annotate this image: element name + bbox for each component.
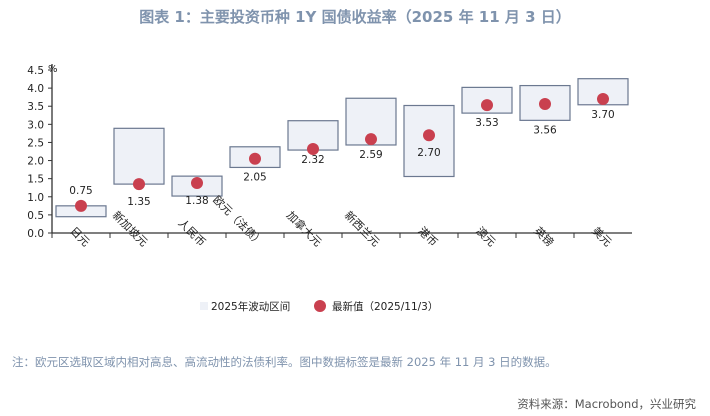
latest-point [539, 98, 551, 111]
data-label: 1.38 [185, 195, 208, 207]
latest-point [597, 92, 609, 105]
data-label: 3.56 [533, 124, 557, 136]
x-tick-label: 日元 [67, 224, 92, 249]
latest-point [307, 142, 319, 155]
data-label: 2.70 [417, 147, 440, 159]
data-label: 2.59 [359, 149, 382, 161]
latest-point [365, 133, 377, 146]
chart-source: 资料来源：Macrobond，兴业研究 [517, 397, 696, 411]
x-tick-label: 新加坡元 [110, 208, 151, 249]
latest-point [75, 199, 87, 212]
legend-range-label: 2025年波动区间 [211, 300, 290, 313]
chart-note: 注：欧元区选取区域内相对高息、高流动性的法债利率。图中数据标签是最新 2025 … [12, 355, 557, 369]
legend-range-swatch [200, 302, 208, 310]
y-tick-label: 0.0 [27, 228, 44, 240]
range-bar [113, 127, 165, 185]
legend-latest-swatch [314, 300, 326, 312]
chart-title: 图表 1：主要投资币种 1Y 国债收益率（2025 年 11 月 3 日） [139, 8, 571, 26]
data-label: 3.70 [591, 109, 614, 121]
x-tick-label: 港币 [415, 224, 440, 249]
latest-point [481, 99, 493, 112]
x-tick-label: 澳元 [473, 224, 498, 249]
latest-point [133, 178, 145, 191]
y-tick-label: 2.0 [27, 156, 44, 168]
latest-point [191, 177, 203, 190]
y-tick-label: 3.0 [27, 119, 44, 131]
data-label: 2.32 [301, 154, 324, 166]
x-tick-label: 美元 [589, 224, 614, 249]
latest-point [423, 129, 435, 142]
x-tick-label: 加拿大元 [284, 208, 325, 249]
y-tick-label: 1.5 [27, 174, 44, 186]
data-label: 3.53 [475, 117, 498, 129]
y-tick-label: 4.0 [27, 83, 44, 95]
y-tick-label: 0.5 [27, 210, 44, 222]
x-tick-label: 英镑 [531, 224, 556, 249]
y-tick-label: 3.5 [27, 101, 44, 113]
y-tick-label: 1.0 [27, 192, 44, 204]
latest-point [249, 152, 261, 165]
data-label: 1.35 [127, 196, 150, 208]
chart: % 0.0 0.5 1.0 1.5 2.0 2.5 3.0 3.5 4.0 4.5 日元 0.75 新加坡… [27, 64, 632, 313]
y-tick-label: 2.5 [27, 137, 44, 149]
data-label: 2.05 [243, 171, 266, 183]
x-tick-label: 新西兰元 [342, 208, 383, 249]
x-tick-label: 欧元（法债） [210, 193, 267, 250]
y-axis-label: % [48, 64, 58, 75]
legend-latest-label: 最新值（2025/11/3） [332, 300, 438, 313]
y-tick-label: 4.5 [27, 65, 44, 77]
data-label: 0.75 [69, 185, 92, 197]
